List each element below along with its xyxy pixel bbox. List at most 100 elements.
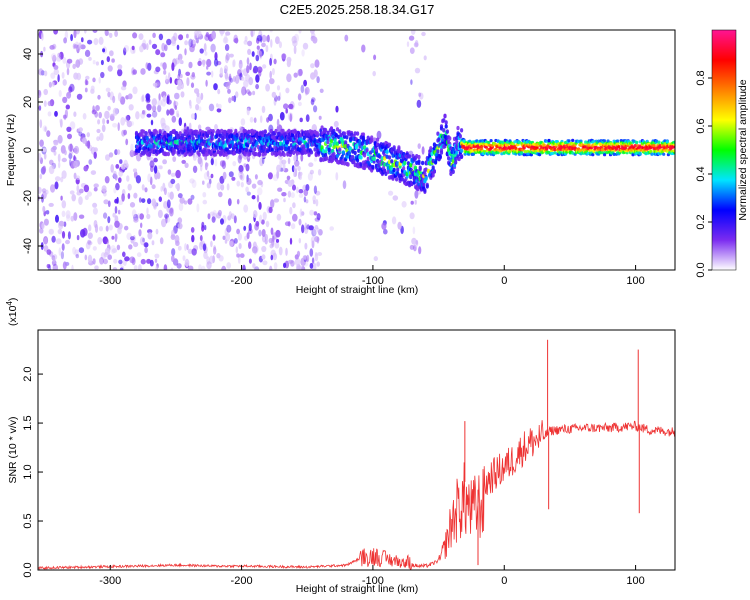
spectrogram-cell xyxy=(118,259,123,265)
spectrogram-cell xyxy=(221,160,227,170)
spectrogram-cell xyxy=(177,73,180,81)
spectrogram-cell xyxy=(38,89,41,96)
spectrogram-cell xyxy=(133,217,139,223)
spectrogram-ridge-cell xyxy=(598,151,602,155)
spectrogram-ridge-cell xyxy=(172,148,176,153)
spectrogram-ridge-cell xyxy=(374,147,379,152)
spectrogram-cell xyxy=(133,265,138,270)
spectrogram-cell xyxy=(46,130,51,138)
spectrogram-cell xyxy=(71,264,74,270)
spectrogram-cell xyxy=(69,121,76,130)
spectrogram-ridge-cell xyxy=(169,135,173,141)
spectrogram-cell xyxy=(184,243,187,252)
spectrogram-cell xyxy=(65,210,71,219)
y-tick-label: 20 xyxy=(22,96,34,108)
spectrogram-ridge-cell xyxy=(340,154,344,160)
spectrogram-cell xyxy=(171,248,176,257)
spectrogram-cell xyxy=(311,97,316,103)
spectrogram-cell xyxy=(87,254,93,264)
spectrogram-ridge-cell xyxy=(243,129,247,134)
snr-x-axis-title: Height of straight line (km) xyxy=(296,583,419,595)
spectrogram-ridge-cell xyxy=(528,140,532,144)
spectrogram-cell xyxy=(254,174,258,180)
spectrogram-cell xyxy=(147,173,152,183)
spectrogram-ridge-cell xyxy=(439,126,444,131)
spectrogram-cell xyxy=(276,164,281,173)
x-tick-label: -200 xyxy=(231,575,253,587)
spectrogram-ridge-cell xyxy=(431,165,435,170)
spectrogram-ridge-cell xyxy=(449,171,453,176)
spectrogram-cell xyxy=(228,73,232,83)
spectrogram-cell xyxy=(168,72,171,81)
spectrogram-cell xyxy=(78,42,82,50)
y-tick-label: 0.5 xyxy=(22,513,34,528)
spectrogram-cell xyxy=(101,124,106,133)
spectrogram-cell xyxy=(104,110,110,120)
spectrogram-cell xyxy=(304,86,310,95)
spectrogram-cell xyxy=(246,177,252,186)
spectrogram-ridge-cell xyxy=(655,139,659,143)
spectrogram-cell xyxy=(145,93,151,101)
spectrogram-cell xyxy=(297,68,303,77)
spectrogram-ridge-cell xyxy=(325,156,329,161)
spectrogram-ridge-cell xyxy=(395,177,399,182)
spectrogram-ridge-cell xyxy=(402,166,406,171)
spectrogram-cell xyxy=(78,58,84,65)
spectrogram-ridge-cell xyxy=(292,150,296,155)
spectrogram-cell xyxy=(102,236,109,245)
spectrogram-ridge-cell xyxy=(191,136,195,141)
spectrogram-cell xyxy=(119,267,124,270)
spectrogram-cell xyxy=(141,198,146,204)
spectrogram-cell xyxy=(217,209,222,217)
spectrogram-cell xyxy=(112,267,118,270)
spectrogram-cell xyxy=(133,241,139,248)
spectrogram-cell xyxy=(124,256,130,262)
spectrogram-cell xyxy=(261,235,267,243)
spectrogram-cell xyxy=(302,42,309,50)
spectrogram-cell xyxy=(169,207,174,217)
spectrogram-cell xyxy=(60,145,66,154)
spectrogram-cell xyxy=(313,105,318,113)
x-tick-label: 0 xyxy=(501,275,507,287)
spectrogram-cell xyxy=(313,185,317,194)
spectrogram-ridge-cell xyxy=(353,150,357,156)
spectrogram-cell xyxy=(288,103,294,110)
spectrogram-cell xyxy=(412,226,416,235)
spectrogram-cell xyxy=(129,121,135,126)
spectrogram-ridge-cell xyxy=(350,136,354,141)
spectrogram-cell xyxy=(281,53,287,60)
spectrogram-cell xyxy=(287,180,293,187)
spectrogram-cell xyxy=(39,139,44,147)
spectrogram-cell xyxy=(289,206,293,215)
spectrogram-cell xyxy=(122,80,127,88)
spectrogram-ridge-cell xyxy=(149,149,153,154)
spectrogram-cell xyxy=(135,175,141,184)
spectrogram-cell xyxy=(275,36,280,45)
spectrogram-cell xyxy=(155,265,158,270)
spectrogram-cell xyxy=(240,76,245,81)
spectrogram-cell xyxy=(289,113,293,123)
spectrogram-cell xyxy=(53,30,58,35)
snr-background xyxy=(38,330,675,570)
spectrogram-cell xyxy=(91,109,97,115)
snr-x-ticks: -300 -200 -100 0 100 xyxy=(99,565,645,587)
spectrogram-cell xyxy=(423,55,427,61)
spectrogram-cell xyxy=(293,72,298,78)
spectrogram-cell xyxy=(122,251,126,258)
spectrogram-cell xyxy=(120,163,126,170)
spectrogram-cell xyxy=(229,53,234,58)
spectrogram-cell xyxy=(133,192,138,199)
spectrogram-cell xyxy=(193,30,199,36)
spectrogram-cell xyxy=(292,213,298,222)
spectrogram-cell xyxy=(247,91,252,96)
spectrogram-cell xyxy=(269,78,275,85)
spectrogram-cell xyxy=(73,145,80,155)
spectrogram-ridge-cell xyxy=(273,145,277,150)
spectrogram-cell xyxy=(94,265,99,270)
spectrogram-ridge-cell xyxy=(220,150,224,155)
spectrogram-cell xyxy=(175,183,179,189)
spectrogram-cell xyxy=(42,191,47,200)
spectrogram-cell xyxy=(181,159,186,164)
spectrogram-cell xyxy=(152,201,158,210)
spectrogram-ridge-cell xyxy=(672,149,675,153)
